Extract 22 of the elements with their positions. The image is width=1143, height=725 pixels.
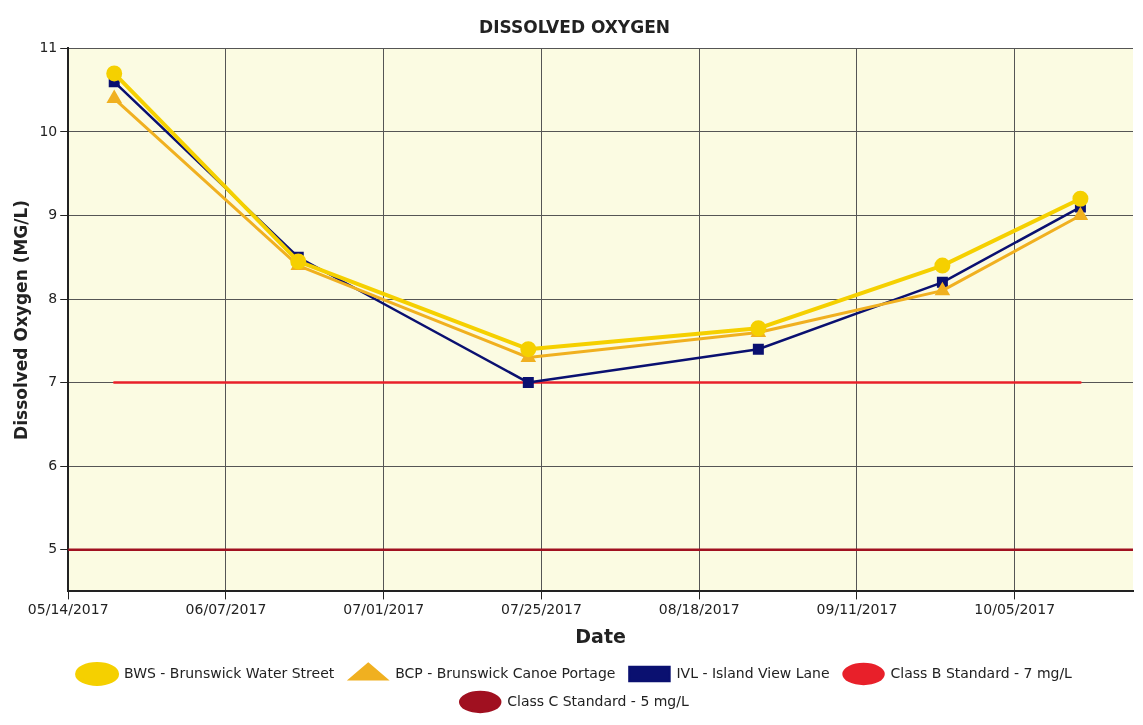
y-tick-label: 8 <box>48 289 58 306</box>
x-axis-title: Date <box>575 624 626 647</box>
legend-label: IVL - Island View Lane <box>676 664 830 681</box>
legend-label: BWS - Brunswick Water Street <box>124 664 335 681</box>
x-tick-label: 06/07/2017 <box>185 601 267 618</box>
x-tick-label: 10/05/2017 <box>974 601 1056 618</box>
y-tick-label: 5 <box>48 540 58 557</box>
x-tick-label: 08/18/2017 <box>658 601 740 618</box>
x-tick-label: 05/14/2017 <box>27 601 109 618</box>
legend-label: BCP - Brunswick Canoe Portage <box>395 664 616 681</box>
y-tick-label: 6 <box>48 456 58 473</box>
legend-label: Class C Standard - 5 mg/L <box>507 692 689 709</box>
y-tick-label: 10 <box>39 122 58 139</box>
y-tick-label: 9 <box>48 206 58 223</box>
y-tick-label: 7 <box>48 373 58 390</box>
x-tick-label: 09/11/2017 <box>816 601 898 618</box>
x-tick-label: 07/25/2017 <box>501 601 582 618</box>
chart-title: DISSOLVED OXYGEN <box>479 16 670 37</box>
x-tick-label: 07/01/2017 <box>343 601 425 618</box>
y-tick-label: 11 <box>39 39 58 56</box>
y-axis-title: Dissolved Oxygen (MG/L) <box>10 199 31 440</box>
legend-label: Class B Standard - 7 mg/L <box>890 664 1073 681</box>
